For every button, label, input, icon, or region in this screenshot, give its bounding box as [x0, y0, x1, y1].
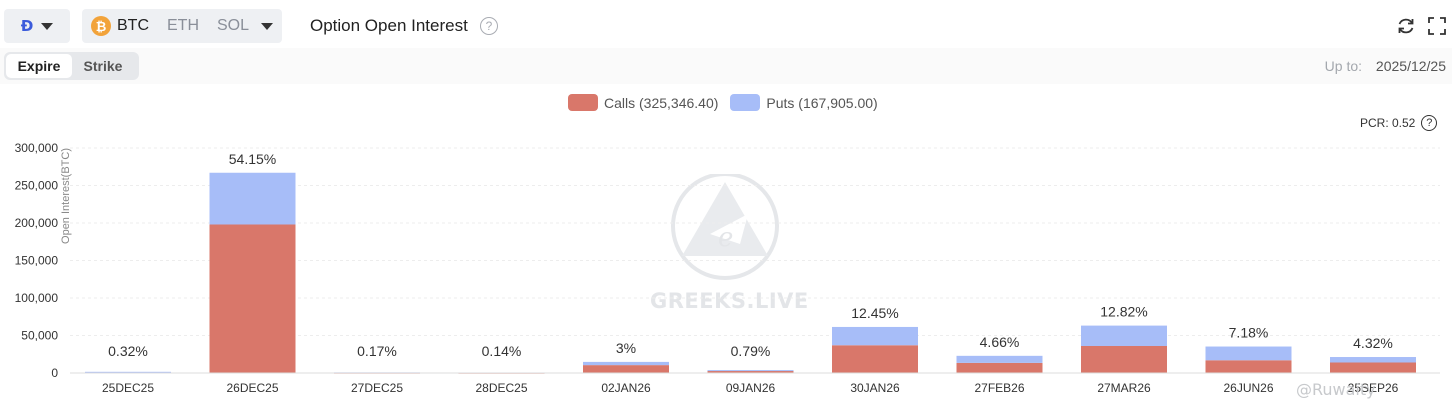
refresh-icon[interactable] [1396, 16, 1416, 36]
view-toggle: Expire Strike [4, 52, 139, 80]
y-axis-label: Open Interest(BTC) [60, 148, 72, 244]
x-tick-label: 27DEC25 [351, 381, 403, 395]
x-tick-label: 26DEC25 [226, 381, 278, 395]
x-tick-label: 27MAR26 [1097, 381, 1151, 395]
data-label: 0.32% [108, 343, 148, 359]
pcr-value: PCR: 0.52 [1360, 116, 1416, 130]
pcr-readout: PCR: 0.52 ? [1360, 115, 1438, 131]
data-label: 3% [616, 340, 636, 356]
bar-calls [707, 370, 794, 373]
legend-calls-label: Calls (325,346.40) [604, 94, 719, 111]
x-tick-label: 25DEC25 [102, 381, 154, 395]
up-to-label: Up to: [1324, 58, 1363, 74]
fullscreen-icon[interactable] [1427, 16, 1447, 36]
bitcoin-icon: ₿ [91, 16, 111, 36]
legend-puts-swatch [730, 94, 761, 111]
watermark-text: GREEKS.LIVE [650, 289, 809, 313]
data-label: 7.18% [1229, 325, 1269, 341]
x-tick-label: 02JAN26 [601, 381, 651, 395]
bar-calls [1205, 360, 1292, 373]
data-label: 4.66% [980, 334, 1020, 350]
y-tick-label: 100,000 [15, 291, 59, 305]
data-label: 0.17% [357, 343, 397, 359]
bar-puts [1081, 325, 1167, 346]
sub-toolbar: Expire Strike [0, 48, 1452, 84]
data-label: 12.45% [851, 305, 898, 321]
bar-puts [209, 172, 296, 225]
page-title: Option Open Interest [310, 16, 468, 35]
bar-calls [583, 365, 669, 373]
bar-calls [1081, 346, 1167, 373]
bar-puts [956, 355, 1043, 363]
help-icon[interactable]: ? [480, 17, 498, 35]
bar-calls [956, 362, 1043, 373]
x-tick-label: 27FEB26 [974, 381, 1024, 395]
legend-puts[interactable]: Puts (167,905.00) [730, 94, 878, 111]
help-icon[interactable]: ? [1421, 115, 1438, 131]
y-tick-label: 200,000 [15, 216, 59, 230]
x-tick-label: 25SEP26 [1348, 381, 1399, 395]
y-tick-label: 50,000 [21, 329, 58, 343]
exchange-selector[interactable]: Ð [4, 9, 70, 43]
data-label: 0.79% [731, 343, 771, 359]
y-tick-label: 0 [51, 366, 58, 380]
bar-puts [832, 326, 918, 346]
y-tick-label: 300,000 [15, 141, 59, 155]
bar-calls [1330, 362, 1416, 373]
legend-puts-label: Puts (167,905.00) [766, 94, 878, 111]
bar-puts [85, 371, 171, 373]
corner-watermark: @Ruwaity [1296, 380, 1376, 399]
bar-puts [707, 370, 794, 372]
x-tick-label: 26JUN26 [1223, 381, 1273, 395]
coin-btc[interactable]: BTC [117, 17, 149, 34]
up-to-date: Up to: 2025/12/25 [1325, 58, 1446, 74]
data-label: 12.82% [1100, 304, 1147, 320]
top-bar: Ð ₿ BTC ETH SOL Option Open Interest ? [0, 0, 1452, 48]
y-tick-label: 150,000 [15, 254, 59, 268]
tab-strike[interactable]: Strike [83, 58, 123, 74]
coin-eth[interactable]: ETH [167, 17, 199, 34]
x-tick-label: 28DEC25 [475, 381, 527, 395]
bar-puts [1205, 346, 1292, 361]
up-to-value[interactable]: 2025/12/25 [1375, 58, 1446, 74]
chart-legend: Calls (325,346.40) Puts (167,905.00) [568, 94, 878, 111]
bar-puts [1330, 357, 1416, 363]
y-tick-label: 250,000 [15, 179, 59, 193]
chevron-down-icon [41, 22, 54, 30]
coin-selector[interactable]: ₿ BTC ETH SOL [82, 9, 282, 43]
deribit-logo-icon: Ð [20, 17, 34, 35]
bar-puts [583, 361, 669, 366]
data-label: 4.32% [1353, 335, 1393, 351]
data-label: 0.14% [482, 343, 522, 359]
data-label: 54.15% [229, 151, 276, 167]
x-tick-label: 09JAN26 [726, 381, 776, 395]
coin-sol[interactable]: SOL [217, 17, 250, 34]
x-tick-label: 30JAN26 [850, 381, 900, 395]
tab-expire[interactable]: Expire [6, 54, 72, 78]
chevron-down-icon[interactable] [261, 22, 274, 30]
legend-calls-swatch [568, 94, 598, 111]
bar-calls [209, 224, 296, 373]
legend-calls[interactable]: Calls (325,346.40) [568, 94, 718, 111]
bar-calls [832, 345, 918, 373]
